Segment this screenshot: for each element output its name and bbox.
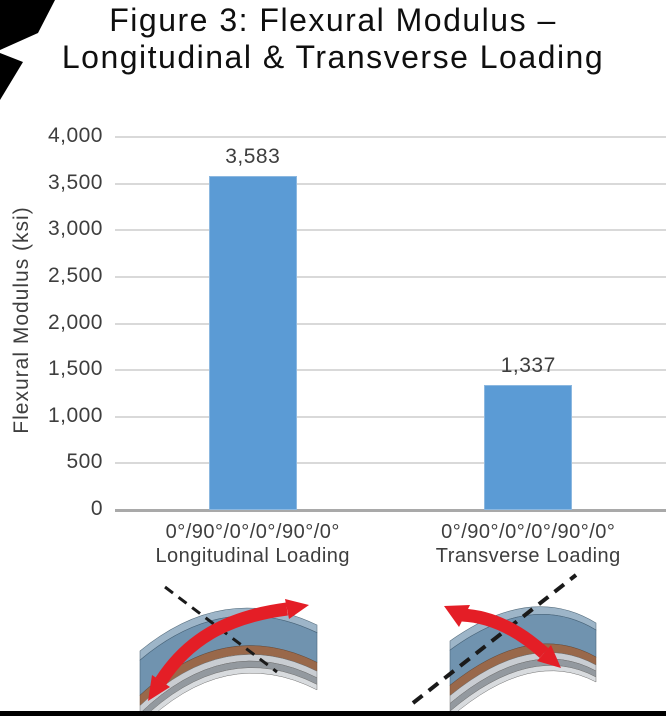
category-label: 0°/90°/0°/0°/90°/0° Longitudinal Loading	[155, 521, 351, 567]
chart-title-line2: Longitudinal & Transverse Loading	[61, 39, 605, 75]
y-tick-label: 3,500	[47, 170, 103, 194]
gridline	[115, 182, 666, 185]
transverse-bend-arrow	[444, 605, 561, 668]
bar	[208, 175, 297, 510]
chart-title: Figure 3: Flexural Modulus – Longitudina…	[0, 2, 666, 76]
bar-value-label: 3,583	[225, 144, 281, 168]
gridline	[115, 415, 666, 418]
bar	[484, 385, 573, 510]
y-tick-label: 4,000	[47, 124, 103, 147]
gridline	[115, 136, 666, 138]
y-tick-label: 1,500	[47, 357, 103, 381]
laminate-layers	[139, 607, 318, 716]
plot-area: 3,583 1,337	[115, 136, 666, 512]
chart-title-line1: Figure 3: Flexural Modulus –	[109, 2, 557, 38]
gridline	[115, 275, 666, 278]
gridline	[115, 369, 666, 372]
y-tick-label: 2,500	[47, 263, 103, 287]
black-corner-scan-artifact-icon	[0, 0, 55, 100]
y-tick-label: 0	[90, 497, 103, 520]
longitudinal-loading-diagram-icon	[139, 585, 318, 716]
laminate-layers	[449, 606, 597, 716]
longitudinal-bend-arrow	[148, 599, 309, 701]
y-tick-label: 3,000	[47, 217, 103, 241]
gridline	[115, 229, 666, 232]
gridline	[115, 462, 666, 465]
transverse-loading-diagram-icon	[411, 573, 597, 716]
gridline	[115, 322, 666, 325]
y-tick-label: 1,000	[47, 403, 103, 427]
category-label: 0°/90°/0°/0°/90°/0° Transverse Loading	[435, 521, 621, 567]
longitudinal-axis-dashed-line	[411, 573, 578, 705]
bar-value-label: 1,337	[500, 354, 556, 378]
x-axis-line	[115, 508, 666, 512]
black-page-edge-bar	[0, 711, 666, 716]
y-tick-label: 2,000	[47, 310, 103, 334]
y-tick-label: 500	[66, 450, 103, 474]
